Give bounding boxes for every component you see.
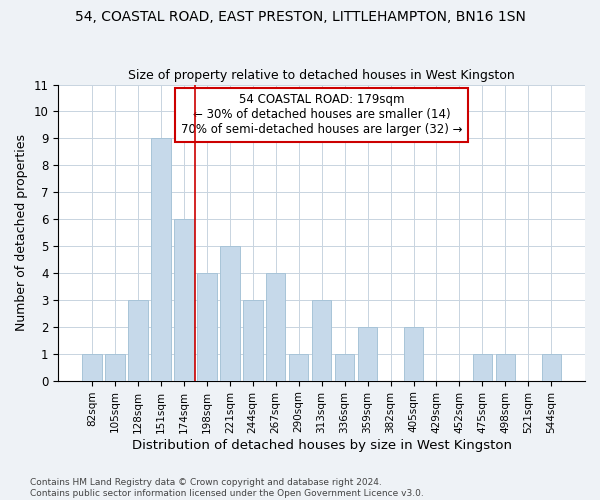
Bar <box>289 354 308 380</box>
Bar <box>266 273 286 380</box>
Bar <box>151 138 170 380</box>
Y-axis label: Number of detached properties: Number of detached properties <box>15 134 28 331</box>
Bar <box>220 246 239 380</box>
Bar <box>174 219 194 380</box>
Bar <box>404 327 423 380</box>
Text: 54 COASTAL ROAD: 179sqm
← 30% of detached houses are smaller (14)
70% of semi-de: 54 COASTAL ROAD: 179sqm ← 30% of detache… <box>181 94 463 136</box>
Bar <box>358 327 377 380</box>
Bar <box>105 354 125 380</box>
X-axis label: Distribution of detached houses by size in West Kingston: Distribution of detached houses by size … <box>131 440 512 452</box>
Title: Size of property relative to detached houses in West Kingston: Size of property relative to detached ho… <box>128 69 515 82</box>
Bar <box>496 354 515 380</box>
Text: 54, COASTAL ROAD, EAST PRESTON, LITTLEHAMPTON, BN16 1SN: 54, COASTAL ROAD, EAST PRESTON, LITTLEHA… <box>74 10 526 24</box>
Bar <box>542 354 561 380</box>
Bar <box>473 354 492 380</box>
Bar <box>128 300 148 380</box>
Bar <box>197 273 217 380</box>
Bar <box>243 300 263 380</box>
Bar <box>335 354 355 380</box>
Text: Contains HM Land Registry data © Crown copyright and database right 2024.
Contai: Contains HM Land Registry data © Crown c… <box>30 478 424 498</box>
Bar <box>312 300 331 380</box>
Bar <box>82 354 102 380</box>
